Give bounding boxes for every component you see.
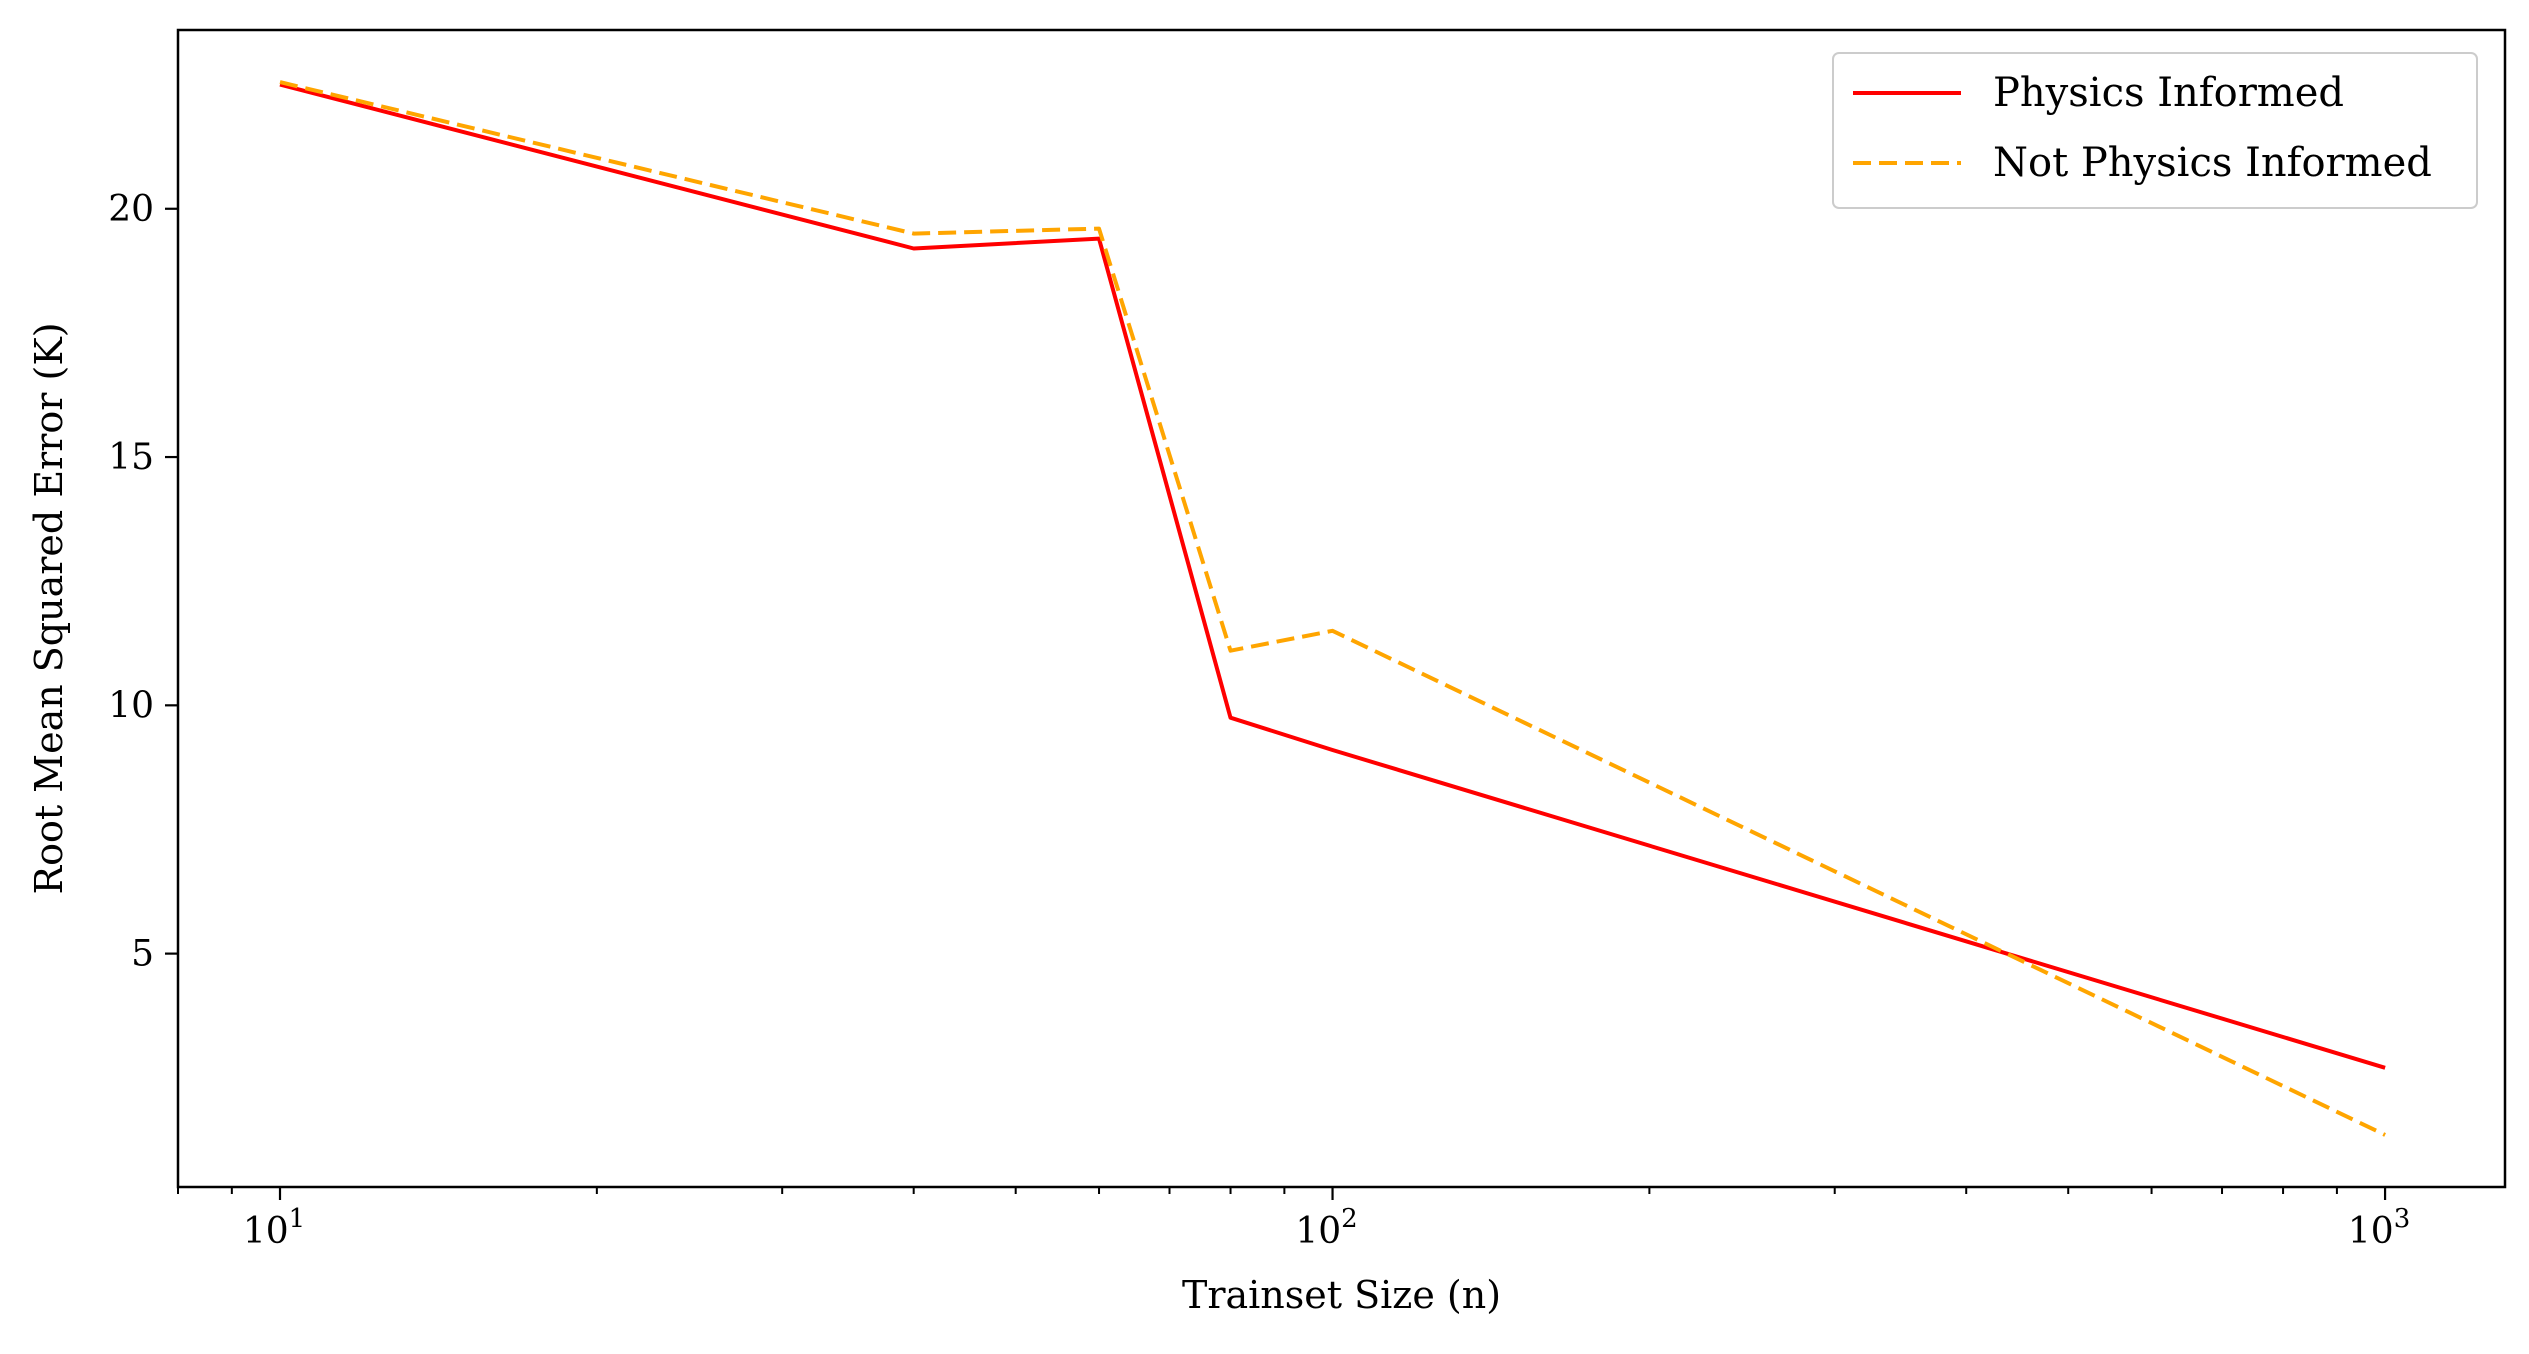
y-axis: 5 10 15 20 [108,189,178,975]
x-tick-exponent: 2 [1341,1204,1358,1234]
x-tick-exponent: 1 [289,1204,306,1234]
x-tick-base: 10 [1295,1211,1341,1252]
y-tick-label: 15 [108,437,154,478]
plot-frame [176,28,2507,1189]
y-axis-label: Root Mean Squared Error (K) [27,322,71,894]
x-tick-label: 101 [243,1204,305,1252]
y-tick-label: 20 [108,189,154,230]
x-tick-label: 102 [1295,1204,1357,1252]
x-tick-exponent: 3 [2394,1204,2411,1234]
legend-box [1832,52,2478,209]
x-axis-label: Trainset Size (n) [1182,1273,1501,1317]
y-tick-label: 10 [108,685,154,726]
series-layer [279,80,2386,1137]
x-tick-label: 103 [2348,1204,2410,1252]
legend: Physics Informed Not Physics Informed [1832,52,2478,209]
y-tick-label: 5 [131,934,154,975]
series-line-0 [279,82,2386,1070]
x-axis: 101 102 103 [177,1187,2410,1252]
series-line-1 [279,80,2386,1137]
legend-label: Not Physics Informed [1993,140,2432,186]
x-tick-base: 10 [243,1211,289,1252]
legend-label: Physics Informed [1993,70,2344,116]
x-tick-base: 10 [2348,1211,2394,1252]
